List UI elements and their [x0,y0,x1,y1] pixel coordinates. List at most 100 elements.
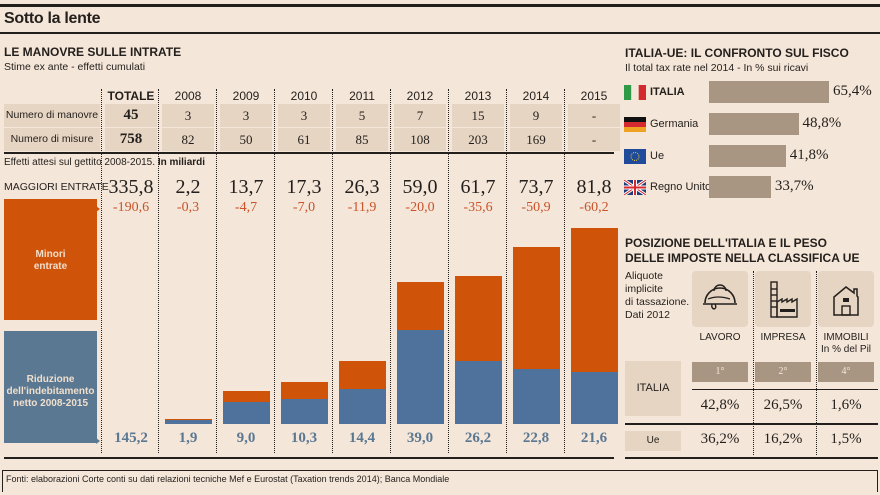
column-divider [506,89,507,453]
tax-rate-value: 33,7% [774,178,814,194]
cell-manovre: - [568,104,620,127]
column-divider [101,89,102,453]
position-note-line2: implicite [625,283,663,295]
maggiori-entrate-value: 26,3 [344,176,380,198]
tax-rate-value: 48,8% [802,115,842,131]
cell-misure: 61 [278,128,330,151]
italia-value: 42,8% [700,397,740,413]
minori-arrow-icon [96,206,100,212]
bar-riduzione [571,372,618,424]
column-header: 2013 [464,89,492,103]
bar-minori [455,275,502,362]
lavoro-icon-box [692,271,748,327]
cell-misure: 85 [336,128,388,151]
bar-minori [165,418,212,420]
italia-value: 26,5% [763,397,803,413]
position-note: Aliquote implicite di tassazione. Dati 2… [625,270,689,322]
bar-riduzione [513,369,560,424]
bar-minori [397,282,444,331]
page-title: Sotto la lente [4,10,101,27]
footer-box [2,470,878,492]
minori-entrate-value: -50,9 [521,200,551,215]
eu-flag [624,149,646,164]
bar-riduzione [165,419,212,424]
italy-flag-svg [624,85,646,100]
riduzione-value: 1,9 [178,430,198,446]
ue-row-rule [625,457,878,459]
ue-value: 1,5% [830,431,862,447]
eu-flag-svg [624,149,646,164]
riduzione-value: 14,4 [348,430,376,446]
uk-flag [623,178,647,197]
tax-rate-bar [709,145,786,167]
riduzione-value: 9,0 [236,430,256,446]
impresa-icon-box [755,271,811,327]
helmet-icon [703,284,737,310]
riduzione-value: 26,2 [464,430,492,446]
column-header: 2014 [522,89,550,103]
footer-source: Fonti: elaborazioni Corte conti su dati … [6,474,450,484]
position-title-line1: POSIZIONE DELL'ITALIA E IL PESO [625,236,827,250]
position-note-line1: Aliquote [625,270,663,282]
effects-unit: In miliardi [157,157,206,168]
germany-flag [624,117,646,132]
cell-misure: 82 [162,128,214,151]
position-note-line3: di tassazione. [625,296,690,308]
italy-flag [624,85,646,100]
bar-minori [281,382,328,400]
column-divider [390,89,391,453]
cell-manovre: 3 [278,104,330,127]
column-divider [564,89,565,453]
minori-entrate-value: -60,2 [579,200,609,215]
column-header: 2008 [174,89,202,103]
minori-entrate-value: -20,0 [405,200,435,215]
riduzione-value: 22,8 [522,430,550,446]
legend-minori-line1: Minori [35,249,66,260]
maggiori-entrate-value: 59,0 [402,176,438,198]
column-divider [216,89,217,453]
column-header: 2015 [580,89,608,103]
pos-divider-2 [816,271,817,455]
column-divider [448,89,449,453]
effects-note-text: Effetti attesi sul gettito 2008-2015. [4,157,156,168]
column-header: TOTALE [107,89,155,103]
immobili-icon-box [818,271,874,327]
bar-minori [339,360,386,390]
cell-manovre: 3 [162,104,214,127]
tax-country-label: Ue [650,150,665,162]
category-label: IMPRESA [750,332,816,344]
cell-misure: - [568,128,620,151]
category-name: IMPRESA [760,332,806,343]
tax-rate-bar [709,113,799,135]
cell-manovre: 3 [220,104,272,127]
cell-misure: 758 [105,128,157,151]
maggiori-entrate-value: 2,2 [175,176,201,198]
maggiori-entrate-value: 335,8 [108,176,154,198]
bar-minori [571,227,618,373]
table-bottom-rule [4,152,614,154]
riduzione-value: 10,3 [290,430,318,446]
minori-entrate-value: -7,0 [292,200,316,215]
position-title: POSIZIONE DELL'ITALIA E IL PESO DELLE IM… [625,236,859,266]
cell-misure: 169 [510,128,562,151]
tax-rate-title: ITALIA-UE: IL CONFRONTO SUL FISCO [625,46,849,60]
legend-riduzione: Riduzione dell'indebitamento netto 2008-… [4,331,97,443]
cell-misure: 50 [220,128,272,151]
row-label-misure: Numero di misure [4,128,100,151]
rank-badge: 2° [755,362,811,382]
tax-rate-value: 65,4% [833,83,872,99]
tax-country-label: Germania [650,118,699,130]
minori-entrate-value: -190,6 [112,200,150,215]
category-name: IMMOBILI [823,332,869,343]
maggiori-entrate-value: 17,3 [286,176,322,198]
maggiori-entrate-value: 81,8 [576,176,612,198]
row-label-manovre: Numero di manovre [4,104,100,127]
tax-rate-bar [709,81,829,103]
rank-badge: 1° [692,362,748,382]
cell-misure: 203 [452,128,504,151]
minori-entrate-value: -0,3 [176,200,200,215]
cell-manovre: 5 [336,104,388,127]
ue-value: 36,2% [700,431,740,447]
minori-entrate-value: -4,7 [234,200,258,215]
bar-minori [223,391,270,403]
